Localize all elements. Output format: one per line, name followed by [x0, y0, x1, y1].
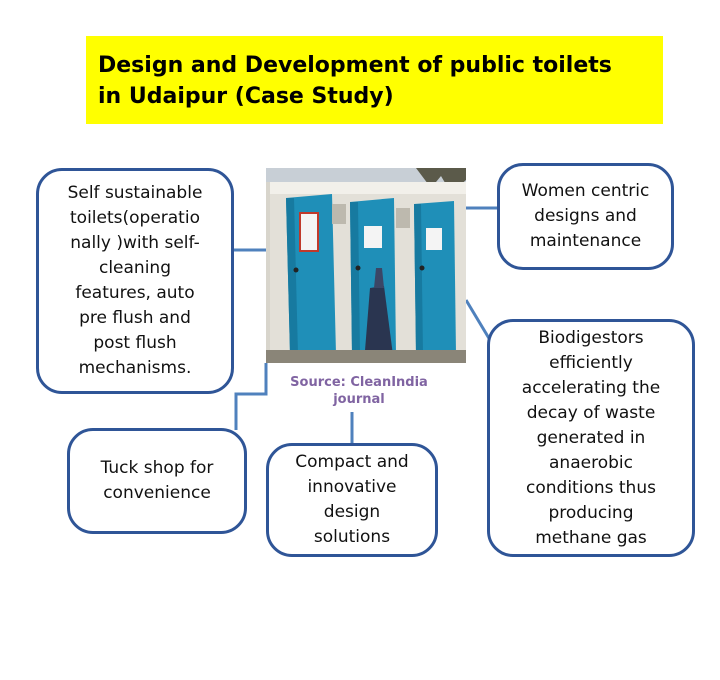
box-compact-text: Compact and innovative design solutions	[295, 452, 409, 547]
box-self-sustainable: Self sustainable toilets(operatio nally …	[36, 168, 234, 394]
box-women-centric: Women centric designs and maintenance	[497, 163, 674, 270]
box-compact: Compact and innovative design solutions	[266, 443, 438, 557]
page-title: Design and Development of public toilets…	[98, 53, 612, 109]
box-biodigestors: Biodigestors efficiently accelerating th…	[487, 319, 695, 557]
box-tuck-shop: Tuck shop for convenience	[67, 428, 247, 534]
source-caption: Source: CleanIndia journal	[290, 375, 428, 407]
title-banner: Design and Development of public toilets…	[86, 36, 663, 124]
box-self-sustainable-text: Self sustainable toilets(operatio nally …	[67, 183, 203, 378]
connector-biodigestors	[464, 299, 492, 341]
box-tuck-shop-text: Tuck shop for convenience	[100, 458, 214, 503]
connector-tuck-shop	[234, 363, 268, 430]
toilet-illustration	[266, 168, 466, 363]
box-women-centric-text: Women centric designs and maintenance	[521, 181, 650, 251]
box-biodigestors-text: Biodigestors efficiently accelerating th…	[521, 327, 661, 548]
public-toilet-photo	[266, 168, 466, 363]
